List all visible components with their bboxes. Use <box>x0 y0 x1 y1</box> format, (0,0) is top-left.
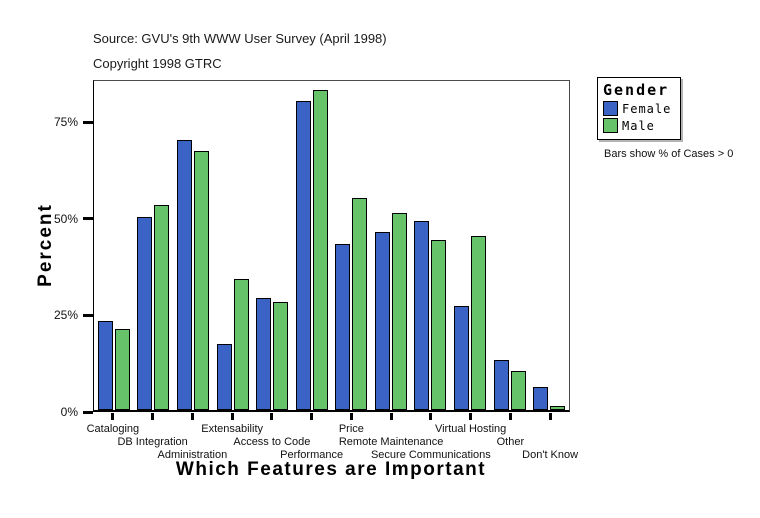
y-tick-label: 25% <box>53 308 78 323</box>
y-tick-label: 0% <box>60 405 78 419</box>
x-tick-mark <box>508 413 512 420</box>
x-tick-mark <box>151 413 155 420</box>
bar-female <box>453 306 469 410</box>
source-caption: Source: GVU's 9th WWW User Survey (April… <box>93 31 387 46</box>
x-category-label: Don't Know <box>522 449 579 461</box>
bar-male <box>154 205 170 410</box>
x-category-label: DB Integration <box>117 436 188 448</box>
x-tick-mark <box>429 413 433 420</box>
bar-group <box>292 81 332 410</box>
copyright-caption: Copyright 1998 GTRC <box>93 56 222 71</box>
bar-female <box>374 232 390 410</box>
bar-male <box>273 302 289 410</box>
x-category-label: Secure Communications <box>370 449 491 461</box>
bar-female <box>176 140 192 410</box>
bar-group <box>213 81 253 410</box>
legend-item-label: Female <box>622 101 672 116</box>
bar-male <box>470 236 486 410</box>
y-tick-mark <box>83 410 93 414</box>
bar-male <box>114 329 130 410</box>
x-category-label: Cataloging <box>86 423 140 435</box>
bar-group <box>490 81 530 410</box>
bar-female <box>216 344 232 410</box>
legend-title: Gender <box>603 81 670 99</box>
bar-male <box>233 279 249 410</box>
x-tick-mark <box>349 413 353 420</box>
legend-items: Female Male <box>603 101 671 133</box>
bar-group <box>331 81 371 410</box>
legend-item-female: Female <box>603 101 671 116</box>
bar-female <box>137 217 153 410</box>
bar-group <box>94 81 134 410</box>
bar-female <box>493 360 509 410</box>
y-tick-mark <box>83 313 93 317</box>
x-axis-title: Which Features are Important <box>175 459 487 480</box>
bar-female <box>335 244 351 410</box>
legend-item-male: Male <box>603 118 671 133</box>
x-tick-mark <box>469 413 473 420</box>
x-category-label: Virtual Hosting <box>434 423 507 435</box>
bars-note: Bars show % of Cases > 0 <box>604 148 734 160</box>
x-category-label: Access to Code <box>233 436 311 448</box>
plot-area <box>93 80 570 412</box>
legend: Gender Female Male <box>597 77 682 140</box>
x-category-label: Performance <box>280 449 344 461</box>
x-tick-mark <box>310 413 314 420</box>
bar-male <box>193 151 209 410</box>
y-tick-label: 75% <box>53 115 78 130</box>
x-category-label: Administration <box>157 449 228 461</box>
bar-female <box>256 298 272 410</box>
x-category-label: Remote Maintenance <box>338 436 444 448</box>
x-tick-mark <box>190 413 194 420</box>
x-tick-mark <box>548 413 552 420</box>
x-category-label: Price <box>338 423 364 435</box>
x-tick-mark <box>389 413 393 420</box>
bar-male <box>510 371 526 410</box>
legend-item-label: Male <box>622 118 655 133</box>
bar-male <box>352 198 368 410</box>
x-tick-mark <box>111 413 115 420</box>
bar-male <box>391 213 407 410</box>
bar-group <box>371 81 411 410</box>
bar-male <box>431 240 447 410</box>
y-tick-label: 50% <box>53 211 78 226</box>
y-tick-mark <box>83 217 93 221</box>
x-category-label: Extensability <box>201 423 264 435</box>
bar-group <box>529 81 569 410</box>
y-tick-mark <box>83 120 93 124</box>
bar-group <box>252 81 292 410</box>
x-tick-mark <box>270 413 274 420</box>
bar-female <box>533 387 549 410</box>
bar-group <box>411 81 451 410</box>
legend-swatch-female <box>603 101 618 116</box>
x-category-label: Other <box>496 436 525 448</box>
bar-group <box>450 81 490 410</box>
legend-swatch-male <box>603 118 618 133</box>
bar-male <box>312 90 328 410</box>
bar-group <box>134 81 174 410</box>
bar-female <box>414 221 430 410</box>
bar-female <box>97 321 113 410</box>
bar-group <box>173 81 213 410</box>
x-tick-mark <box>230 413 234 420</box>
bar-female <box>295 101 311 410</box>
bar-male <box>550 406 566 410</box>
